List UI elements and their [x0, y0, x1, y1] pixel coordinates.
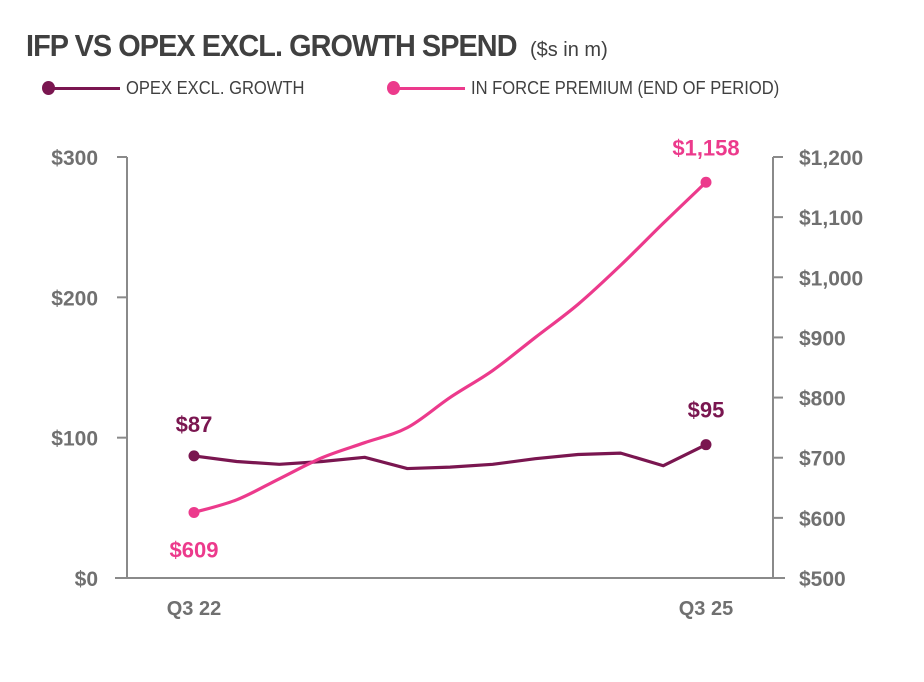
data-label-ifp-last: $1,158: [672, 135, 739, 160]
data-label-opex-last: $95: [688, 398, 725, 423]
data-point-opex: [700, 439, 712, 451]
left-axis-tick-label: $0: [75, 568, 98, 591]
right-axis-tick-label: $1,000: [799, 267, 863, 290]
left-axis-tick-label: $300: [51, 147, 98, 170]
axes: $0 $100 $200 $300 $500 $600 $700 $800 $900 $1,000…: [51, 147, 863, 620]
right-axis-tick-label: $800: [799, 388, 846, 411]
data-label-opex-first: $87: [176, 412, 213, 437]
left-axis-tick-label: $200: [51, 287, 98, 310]
legend-line-opex: [50, 87, 120, 90]
right-axis-tick-label: $1,200: [799, 147, 863, 170]
right-axis-tick-label: $700: [799, 448, 846, 471]
data-point-ifp: [188, 506, 200, 518]
legend-dot-ifp: [387, 81, 400, 95]
x-axis-tick-label: Q3 22: [167, 598, 221, 620]
data-point-ifp: [700, 176, 712, 188]
right-axis-tick-label: $1,100: [799, 207, 863, 230]
right-axis-tick-label: $500: [799, 568, 846, 591]
legend-label-opex: OPEX EXCL. GROWTH: [126, 77, 305, 98]
right-axis-tick-label: $900: [799, 327, 846, 350]
legend-dot-opex: [42, 81, 55, 95]
data-label-ifp-first: $609: [170, 537, 219, 562]
x-axis-tick-label: Q3 25: [679, 598, 733, 620]
legend-item-ifp: IN FORCE PREMIUM (END OF PERIOD): [385, 76, 806, 100]
data-labels: $87 $95 $609 $1,158: [170, 135, 740, 562]
chart-title-main: IFP VS OPEX EXCL. GROWTH SPEND: [26, 28, 518, 63]
series-line-opex: [192, 443, 708, 471]
legend-label-ifp: IN FORCE PREMIUM (END OF PERIOD): [471, 77, 780, 98]
legend-swatch-opex: [40, 76, 122, 100]
left-axis-tick-label: $100: [51, 428, 98, 451]
legend-line-ifp: [395, 87, 465, 90]
right-axis-tick-label: $600: [799, 508, 846, 531]
series-line-ifp: [192, 180, 708, 515]
series-lines: [188, 176, 712, 518]
legend-item-opex: OPEX EXCL. GROWTH: [40, 76, 320, 100]
chart-title-unit: ($s in m): [529, 39, 608, 61]
data-point-opex: [188, 450, 200, 462]
chart-title: IFP VS OPEX EXCL. GROWTH SPEND ($s in m): [26, 28, 608, 64]
legend-swatch-ifp: [385, 76, 467, 100]
